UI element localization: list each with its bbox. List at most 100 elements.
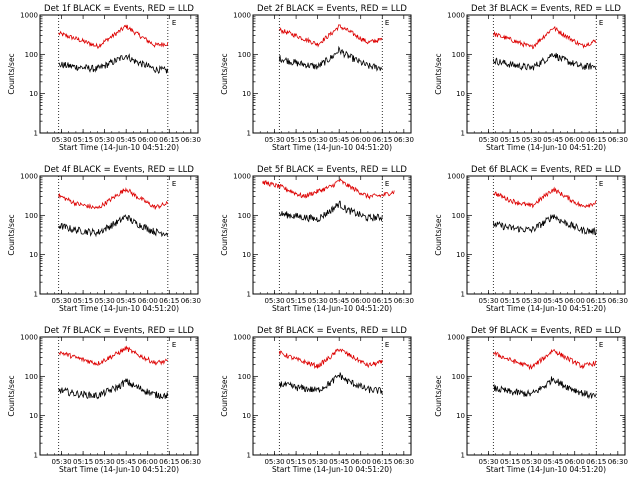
x-tick-label: 06:00 bbox=[138, 458, 158, 466]
x-tick-label: 05:45 bbox=[329, 136, 349, 144]
x-tick-label: 06:30 bbox=[394, 297, 414, 305]
y-tick-label: 100 bbox=[25, 373, 38, 381]
y-tick-label: 10 bbox=[456, 412, 465, 420]
x-tick-label: 06:30 bbox=[394, 136, 414, 144]
y-axis-label: Counts/sec bbox=[434, 53, 443, 94]
y-axis-label: Counts/sec bbox=[7, 214, 16, 255]
lld-series-line bbox=[58, 345, 168, 367]
panel-title: Det 9f BLACK = Events, RED = LLD bbox=[471, 326, 621, 336]
x-axis-label: Start Time (14-Jun-10 04:51:20) bbox=[59, 465, 179, 474]
x-tick-label: 05:45 bbox=[329, 458, 349, 466]
y-tick-label: 100 bbox=[452, 212, 465, 220]
x-tick-label: 05:15 bbox=[73, 297, 93, 305]
panel-8: Det 8f BLACK = Events, RED = LLD 1 10 100 10… bbox=[220, 326, 414, 474]
y-tick-label: 100 bbox=[452, 51, 465, 59]
panel-title: Det 6f BLACK = Events, RED = LLD bbox=[471, 165, 621, 175]
x-tick-label: 06:30 bbox=[181, 458, 201, 466]
x-axis-label: Start Time (14-Jun-10 04:51:20) bbox=[486, 304, 606, 313]
y-tick-label: 1000 bbox=[447, 334, 465, 342]
x-tick-label: 05:30 bbox=[264, 136, 284, 144]
x-tick-label: 05:15 bbox=[286, 136, 306, 144]
x-tick-label: 06:15 bbox=[159, 458, 179, 466]
x-tick-label: 06:00 bbox=[351, 297, 371, 305]
x-tick-label: 06:15 bbox=[159, 136, 179, 144]
y-tick-label: 1000 bbox=[20, 173, 38, 181]
x-tick-label: 06:30 bbox=[394, 458, 414, 466]
panel-title: Det 8f BLACK = Events, RED = LLD bbox=[257, 326, 407, 336]
x-tick-label: 06:15 bbox=[372, 458, 392, 466]
panel-3: Det 3f BLACK = Events, RED = LLD 1 10 100 10… bbox=[434, 4, 628, 152]
lld-series-line bbox=[58, 187, 169, 210]
x-tick-label: 05:30 bbox=[308, 297, 328, 305]
marker-label: E bbox=[599, 341, 603, 349]
x-tick-label: 05:30 bbox=[95, 458, 115, 466]
x-tick-label: 05:15 bbox=[73, 458, 93, 466]
panel-title: Det 3f BLACK = Events, RED = LLD bbox=[471, 4, 621, 14]
y-tick-label: 1000 bbox=[447, 173, 465, 181]
x-tick-label: 05:45 bbox=[116, 458, 136, 466]
panel-title: Det 1f BLACK = Events, RED = LLD bbox=[44, 4, 194, 14]
y-tick-label: 100 bbox=[452, 373, 465, 381]
x-tick-label: 05:30 bbox=[478, 458, 498, 466]
y-tick-label: 1 bbox=[34, 452, 38, 460]
marker-label: E bbox=[599, 180, 603, 188]
x-tick-label: 06:15 bbox=[159, 297, 179, 305]
x-tick-label: 05:30 bbox=[308, 458, 328, 466]
panel-4: Det 4f BLACK = Events, RED = LLD 1 10 100 10… bbox=[7, 165, 201, 313]
y-tick-label: 10 bbox=[242, 251, 251, 259]
x-tick-label: 05:15 bbox=[500, 458, 520, 466]
x-tick-label: 05:30 bbox=[95, 136, 115, 144]
x-tick-label: 06:30 bbox=[181, 136, 201, 144]
x-tick-label: 05:30 bbox=[51, 458, 71, 466]
x-axis-label: Start Time (14-Jun-10 04:51:20) bbox=[486, 465, 606, 474]
events-series-line bbox=[278, 372, 383, 395]
x-axis-label: Start Time (14-Jun-10 04:51:20) bbox=[272, 143, 392, 152]
y-tick-label: 1000 bbox=[233, 12, 251, 20]
x-tick-label: 06:30 bbox=[608, 297, 628, 305]
panel-1: Det 1f BLACK = Events, RED = LLD 1 10 100 10… bbox=[7, 4, 201, 152]
events-series-line bbox=[58, 378, 169, 400]
events-series-line bbox=[278, 200, 383, 223]
events-series-line bbox=[278, 45, 383, 72]
panel-title: Det 2f BLACK = Events, RED = LLD bbox=[257, 4, 407, 14]
x-tick-label: 06:15 bbox=[586, 297, 606, 305]
panel-9: Det 9f BLACK = Events, RED = LLD 1 10 100 10… bbox=[434, 326, 628, 474]
plot-frame bbox=[39, 175, 199, 295]
marker-label: E bbox=[385, 19, 389, 27]
marker-label: E bbox=[172, 19, 176, 27]
events-series-line bbox=[58, 214, 169, 238]
x-tick-label: 05:30 bbox=[264, 297, 284, 305]
x-tick-label: 05:30 bbox=[308, 136, 328, 144]
lld-series-line bbox=[58, 24, 169, 50]
marker-label: E bbox=[385, 341, 389, 349]
y-axis-label: Counts/sec bbox=[220, 53, 229, 94]
x-tick-label: 06:00 bbox=[565, 136, 585, 144]
lld-series-line bbox=[492, 25, 597, 50]
x-tick-label: 05:15 bbox=[286, 297, 306, 305]
y-tick-label: 1 bbox=[461, 130, 465, 138]
y-tick-label: 10 bbox=[29, 90, 38, 98]
lld-series-line bbox=[262, 178, 395, 200]
y-axis-label: Counts/sec bbox=[7, 53, 16, 94]
x-tick-label: 05:30 bbox=[522, 136, 542, 144]
x-tick-label: 05:30 bbox=[51, 136, 71, 144]
y-tick-label: 1 bbox=[34, 291, 38, 299]
panel-7: Det 7f BLACK = Events, RED = LLD 1 10 100 10… bbox=[7, 326, 201, 474]
y-tick-label: 10 bbox=[29, 412, 38, 420]
y-tick-label: 1 bbox=[247, 452, 251, 460]
x-tick-label: 06:00 bbox=[565, 297, 585, 305]
lld-series-line bbox=[278, 348, 383, 369]
x-tick-label: 05:45 bbox=[543, 297, 563, 305]
marker-label: E bbox=[172, 180, 176, 188]
y-tick-label: 100 bbox=[238, 373, 251, 381]
y-tick-label: 100 bbox=[238, 212, 251, 220]
y-tick-label: 10 bbox=[456, 90, 465, 98]
x-tick-label: 05:45 bbox=[543, 136, 563, 144]
panel-6: Det 6f BLACK = Events, RED = LLD 1 10 100 10… bbox=[434, 165, 628, 313]
x-tick-label: 05:45 bbox=[329, 297, 349, 305]
x-tick-label: 06:00 bbox=[138, 136, 158, 144]
x-tick-label: 06:00 bbox=[138, 297, 158, 305]
x-tick-label: 05:45 bbox=[116, 136, 136, 144]
x-tick-label: 06:00 bbox=[351, 458, 371, 466]
